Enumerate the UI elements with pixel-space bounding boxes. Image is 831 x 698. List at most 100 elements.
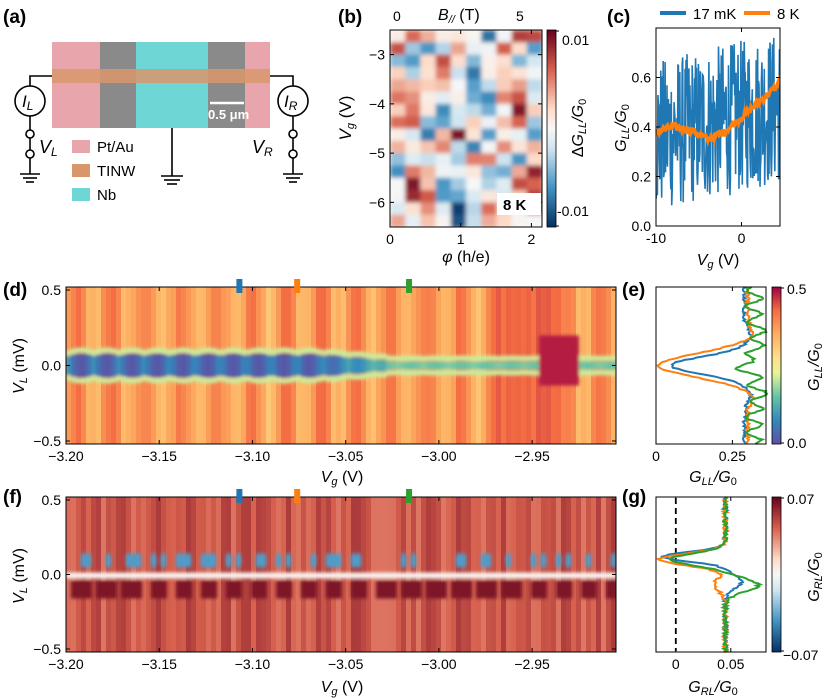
heatmap-cell: [435, 116, 452, 130]
lobe-edge: [606, 370, 612, 376]
lobe-edge: [326, 349, 332, 355]
zero-bias-lobe: [436, 361, 442, 370]
heatmap-cell: [526, 103, 542, 118]
heatmap-cell: [390, 79, 407, 93]
heatmap-cell: [405, 214, 422, 227]
heatmap-cell: [496, 214, 513, 227]
lobe-edge: [601, 355, 607, 361]
heatmap-cell: [496, 140, 513, 155]
heatmap-cell: [435, 66, 452, 81]
panel-b-top-axis-label: B// (T): [438, 7, 480, 26]
heatmap-cell: [390, 214, 407, 227]
lobe-edge: [186, 348, 192, 354]
zero-bias-line: [496, 572, 502, 579]
zero-bias-lobe: [126, 353, 132, 378]
zero-bias-line: [121, 572, 127, 579]
zero-bias-feature: [66, 335, 616, 386]
zero-bias-lobe: [601, 361, 607, 370]
zero-bias-lobe: [291, 355, 297, 376]
zero-bias-line: [281, 572, 287, 579]
zero-bias-lobe: [151, 353, 157, 378]
lobe-edge: [176, 378, 182, 384]
zero-bias-line: [86, 572, 92, 579]
lobe-edge: [411, 370, 417, 376]
zero-bias-lobe: [286, 353, 292, 378]
lobe-edge: [251, 377, 257, 383]
zero-bias-lobe: [121, 354, 127, 377]
positive-lobe: [541, 580, 547, 599]
panel-c-ytick-label: 0.2: [632, 169, 652, 185]
negative-lobe: [210, 552, 217, 569]
heatmap-cell: [526, 116, 542, 130]
positive-lobe: [581, 580, 587, 599]
panel-a-label: (a): [3, 7, 26, 28]
lobe-edge: [106, 347, 112, 353]
lobe-edge: [141, 376, 147, 382]
zero-bias-lobe: [166, 355, 172, 376]
zero-bias-lobe: [371, 359, 377, 372]
zero-bias-line: [116, 572, 122, 579]
heatmap-cell: [481, 190, 498, 204]
panel-g-colorbar-label: GRL/G0: [806, 552, 825, 602]
positive-lobe: [386, 580, 392, 599]
lobe-edge: [391, 370, 397, 376]
positive-lobe: [131, 580, 137, 599]
panel-d-ytick-label: −0.5: [33, 433, 61, 449]
heatmap-cell: [450, 165, 467, 179]
heatmap-cell: [511, 79, 528, 93]
zero-bias-lobe: [216, 355, 222, 376]
positive-lobe: [511, 580, 517, 599]
lobe-edge: [586, 355, 592, 361]
zero-bias-lobe: [176, 353, 182, 378]
zero-bias-line: [71, 572, 77, 579]
subgap-features: [66, 552, 616, 599]
heatmap-cell: [420, 91, 437, 105]
heatmap-cell: [420, 30, 437, 44]
heatmap-cell: [435, 128, 452, 142]
zero-bias-line: [261, 572, 267, 579]
positive-lobe: [251, 580, 257, 599]
zero-bias-line: [356, 572, 362, 579]
heatmap-cell: [435, 214, 452, 227]
zero-bias-line: [446, 572, 452, 579]
lobe-edge: [266, 376, 272, 382]
panel-b-annotation: 8 K: [497, 193, 541, 215]
heatmap-cell: [450, 54, 467, 68]
panel-c-ytick-label: 0.4: [632, 119, 652, 135]
lobe-edge: [291, 376, 297, 382]
positive-lobe: [606, 580, 612, 599]
heatmap-cell: [481, 116, 498, 130]
zero-bias-line: [566, 572, 572, 579]
lobe-edge: [481, 355, 487, 361]
lobe-edge: [271, 376, 277, 382]
heatmap-cell: [420, 140, 437, 155]
zero-bias-lobe: [511, 361, 517, 370]
heatmap-cell: [466, 79, 483, 93]
positive-lobe: [81, 580, 87, 599]
lobe-edge: [341, 351, 347, 357]
positive-lobe: [136, 580, 142, 599]
panel-f-ytick-label: −0.5: [33, 641, 61, 657]
positive-lobe: [426, 580, 432, 599]
zero-bias-lobe: [266, 355, 272, 376]
positive-lobe: [611, 580, 616, 599]
zero-bias-line: [311, 572, 317, 579]
lobe-edge: [416, 355, 422, 361]
zero-bias-line: [471, 572, 477, 579]
lobe-edge: [411, 355, 417, 361]
zero-bias-lobe: [246, 355, 252, 376]
panel-b-ytick-label: −3: [369, 47, 385, 63]
negative-lobe: [285, 552, 292, 569]
zero-bias-line: [341, 572, 347, 579]
panel-b-frame: [389, 29, 543, 228]
lobe-edge: [441, 355, 447, 361]
lobe-edge: [586, 370, 592, 376]
lobe-edge: [161, 348, 167, 354]
lobe-edge: [321, 350, 327, 356]
lobe-edge: [356, 374, 362, 380]
zero-bias-line: [601, 572, 607, 579]
zero-bias-lobe: [496, 361, 502, 370]
zero-bias-line: [586, 572, 592, 579]
zero-bias-line: [361, 572, 367, 579]
negative-lobe: [225, 552, 232, 569]
